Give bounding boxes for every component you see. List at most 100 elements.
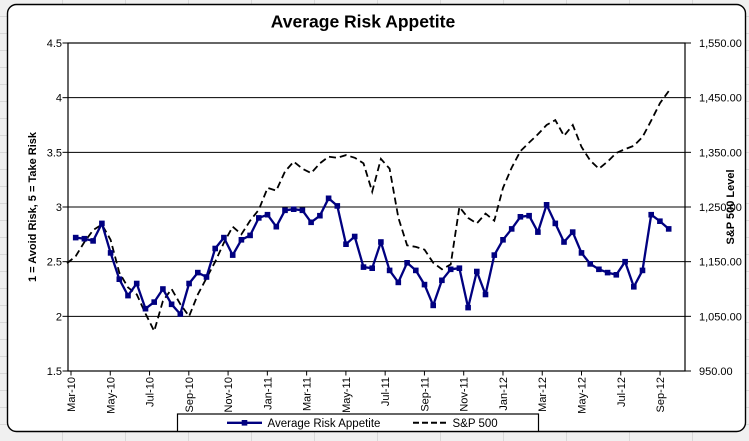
risk-series-marker — [569, 229, 576, 235]
legend-risk-label: Average Risk Appetite — [268, 418, 381, 430]
risk-series-marker — [125, 292, 131, 299]
risk-series-marker — [81, 235, 88, 242]
x-tick-label: Mar-11 — [302, 377, 314, 411]
risk-series-marker — [133, 280, 140, 287]
risk-series-marker — [273, 223, 280, 230]
risk-series-marker — [526, 212, 532, 219]
x-tick-label: Jul-10 — [145, 377, 157, 407]
x-tick-label: Nov-10 — [223, 377, 235, 412]
risk-series-marker — [360, 264, 367, 270]
x-tick-label: Mar-10 — [66, 377, 78, 412]
risk-series-marker — [99, 220, 105, 227]
risk-series-marker — [151, 299, 157, 305]
risk-series-marker — [195, 269, 201, 276]
left-tick-label: 2 — [56, 311, 62, 323]
risk-series-marker — [212, 245, 218, 252]
right-tick-label: 950.00 — [699, 366, 733, 378]
risk-series-marker — [447, 266, 454, 273]
x-tick-label: May-10 — [105, 377, 117, 414]
risk-series-marker — [421, 281, 428, 288]
risk-series-marker — [177, 311, 184, 317]
right-axis-title: S&P 500 Level — [725, 169, 737, 244]
risk-series-marker — [491, 252, 498, 258]
risk-series-marker — [552, 220, 559, 227]
chart-title: Average Risk Appetite — [271, 12, 456, 32]
risk-series-marker — [508, 226, 515, 232]
risk-series-marker — [264, 211, 271, 218]
risk-series-marker — [221, 234, 227, 241]
risk-series-marker — [500, 237, 506, 243]
risk-series-marker — [587, 261, 593, 267]
right-tick-label: 1,150.00 — [699, 257, 742, 269]
gridlines-layer — [67, 42, 686, 372]
risk-series-marker — [386, 267, 393, 274]
risk-series-marker — [168, 301, 175, 308]
legend: Average Risk Appetite S&P 500 — [176, 413, 540, 432]
risk-series-marker — [90, 238, 96, 244]
left-tick-label: 1.5 — [47, 366, 62, 378]
axis-labels-layer: 4.5 4 3.5 3 2.5 2 1.5 1,550.00 1,450.00 1,350.00 1… — [47, 38, 742, 414]
right-tick-label: 1,250.00 — [699, 202, 742, 214]
risk-series-marker — [290, 206, 297, 212]
risk-series-marker — [160, 286, 166, 292]
risk-series-marker — [116, 276, 123, 282]
left-tick-label: 2.5 — [47, 257, 62, 269]
risk-series-marker — [456, 265, 463, 271]
risk-series-marker — [430, 302, 436, 309]
x-tick-label: Sep-10 — [184, 377, 196, 412]
x-tick-label: May-12 — [577, 377, 589, 414]
risk-series-marker — [631, 284, 637, 290]
risk-series-marker — [343, 241, 349, 247]
risk-series-marker — [238, 237, 245, 243]
risk-series-marker — [596, 266, 602, 273]
x-tick-label: Nov-11 — [459, 377, 471, 412]
right-tick-label: 1,350.00 — [699, 147, 742, 159]
risk-series-marker — [186, 280, 192, 287]
right-tick-label: 1,050.00 — [699, 311, 742, 323]
risk-series-marker — [282, 207, 288, 214]
x-tick-label: May-11 — [341, 377, 353, 413]
risk-series-marker — [439, 277, 445, 284]
legend-box — [176, 413, 540, 432]
left-axis-title: 1 = Avoid Risk, 5 = Take Risk — [27, 131, 39, 282]
legend-risk-marker-icon — [241, 420, 248, 426]
risk-series-marker — [578, 250, 585, 256]
risk-series-marker — [465, 304, 471, 311]
left-tick-label: 3.5 — [47, 147, 62, 159]
risk-series-marker — [229, 252, 236, 258]
risk-series-marker — [142, 305, 149, 312]
left-tick-label: 4 — [56, 93, 62, 105]
risk-series-marker — [604, 269, 611, 276]
risk-series-marker — [247, 232, 253, 239]
left-tick-label: 4.5 — [47, 38, 62, 50]
left-tick-label: 3 — [56, 202, 62, 214]
right-tick-label: 1,550.00 — [699, 38, 742, 50]
chart-frame[interactable] — [6, 3, 747, 433]
risk-series-marker — [639, 267, 646, 274]
x-tick-label: Jan-12 — [498, 377, 510, 411]
risk-series-marker — [299, 207, 306, 214]
risk-series-marker — [517, 214, 524, 220]
axis-ticks-layer — [62, 42, 691, 376]
legend-sp500-label: S&P 500 — [453, 418, 498, 430]
risk-series-marker — [622, 258, 628, 265]
risk-series-marker — [351, 233, 358, 240]
risk-series-marker — [657, 218, 663, 224]
risk-series-marker — [256, 215, 262, 221]
x-tick-label: Jul-11 — [380, 377, 392, 406]
right-tick-label: 1,450.00 — [699, 93, 742, 105]
risk-series-marker — [395, 279, 402, 286]
risk-series-marker — [107, 250, 114, 256]
risk-series-marker — [482, 291, 489, 298]
risk-series-layer — [72, 195, 672, 317]
risk-series-marker — [317, 212, 323, 219]
x-tick-label: Jul-12 — [616, 377, 628, 407]
risk-series-marker — [543, 202, 550, 208]
x-tick-label: Sep-12 — [655, 377, 667, 412]
x-tick-label: Jan-11 — [262, 377, 274, 410]
risk-series-marker — [413, 267, 419, 274]
x-tick-label: Mar-12 — [537, 377, 549, 412]
risk-series-marker — [613, 272, 620, 278]
